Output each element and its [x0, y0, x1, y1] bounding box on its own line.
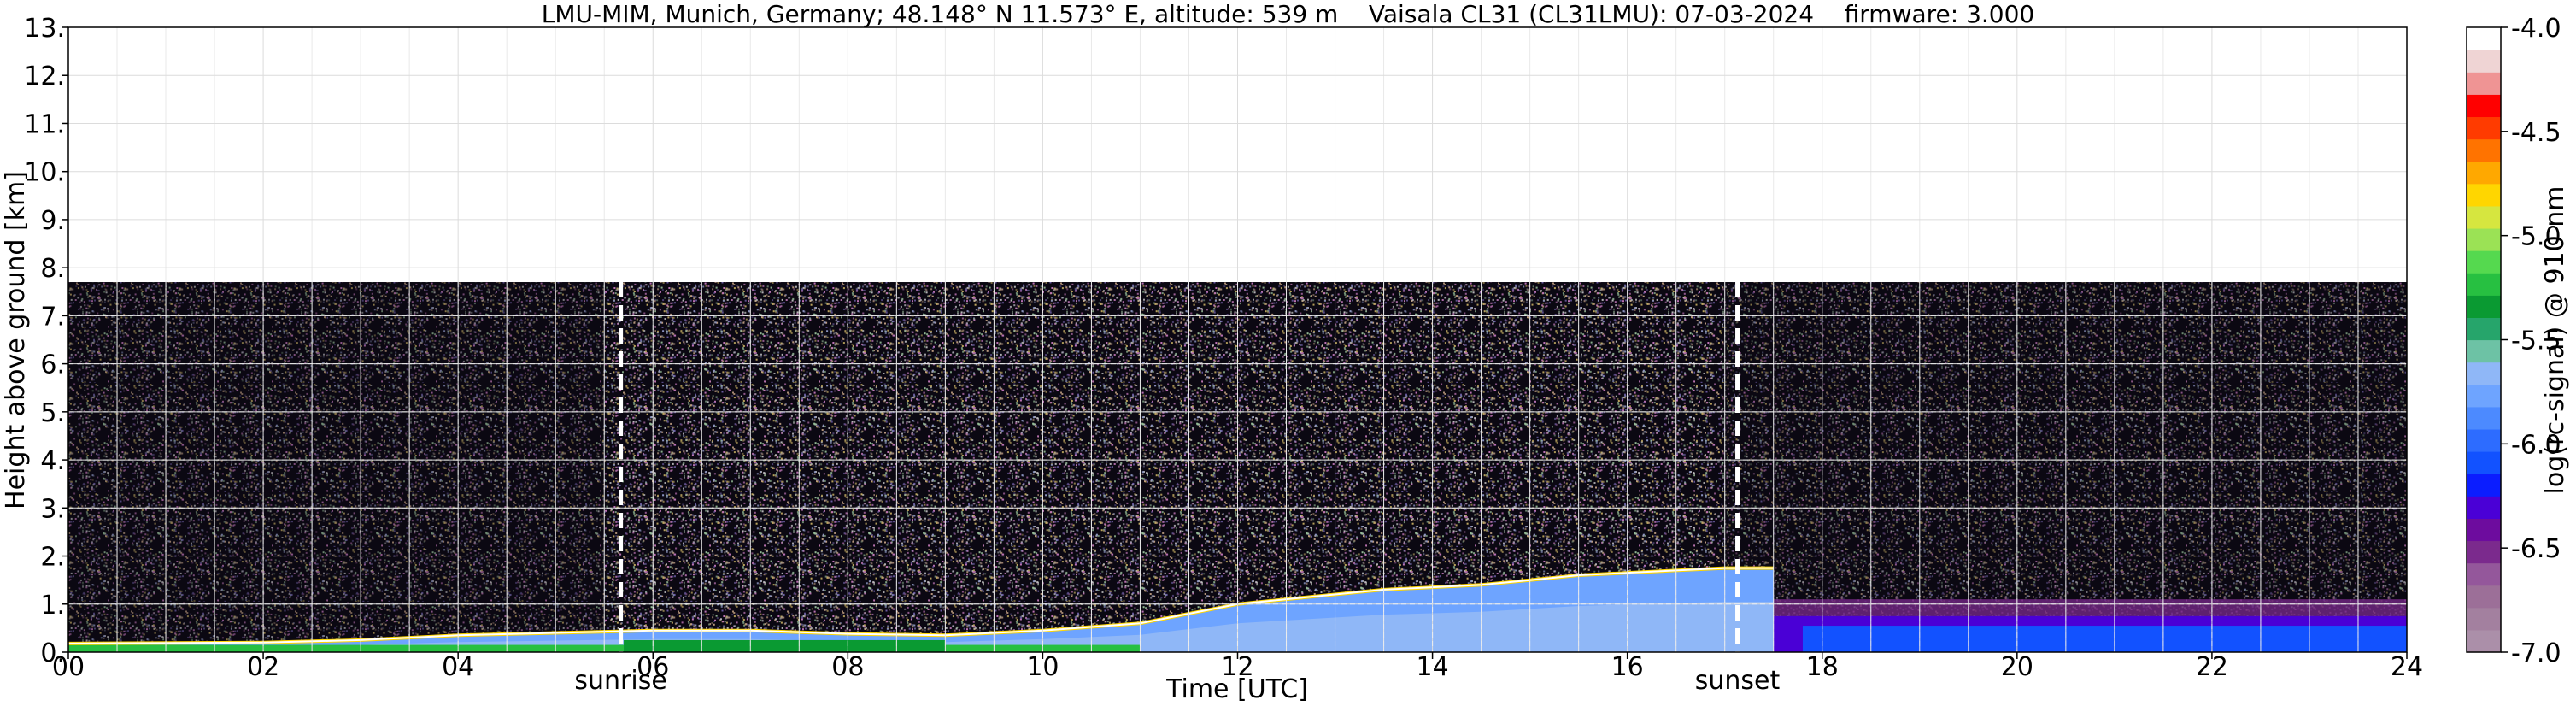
colorbar-segment [2467, 183, 2501, 207]
colorbar-tick-label: -4.0 [2511, 14, 2561, 44]
colorbar-segment [2467, 227, 2501, 251]
y-tick-label: 13. [24, 14, 65, 44]
y-tick-label: 0. [40, 638, 65, 668]
x-tick-label: 08 [831, 652, 864, 682]
sun-markers: sunrise sunset [574, 282, 1781, 696]
y-tick-label: 8. [40, 254, 65, 284]
y-tick-label: 12. [24, 62, 65, 91]
colorbar-segment [2467, 518, 2501, 542]
y-axis-label: Height above ground [km] [1, 171, 31, 509]
x-tick-label: 16 [1611, 652, 1644, 682]
colorbar-segment [2467, 384, 2501, 408]
y-tick-label: 11. [24, 109, 65, 139]
colorbar-segment [2467, 50, 2501, 73]
colorbar-segment [2467, 27, 2501, 50]
sun-marker-label: sunrise [574, 666, 666, 696]
y-tick-label: 9. [40, 206, 65, 236]
colorbar-segment [2467, 607, 2501, 631]
x-axis-label: Time [UTC] [1165, 674, 1308, 704]
x-tick-label: 06 [637, 652, 669, 682]
sun-marker-label: sunset [1695, 666, 1781, 696]
colorbar-segment [2467, 295, 2501, 318]
x-tick-label: 02 [247, 652, 279, 682]
colorbar-tick-label: -7.0 [2511, 638, 2561, 668]
colorbar-tick-label: -6.0 [2511, 430, 2561, 460]
colorbar-segment [2467, 496, 2501, 519]
colorbar-segment [2467, 250, 2501, 274]
mixing-layer-core [68, 602, 1774, 652]
y-tick-label: 10. [24, 158, 65, 188]
evening-dense-layer [1802, 626, 2407, 652]
colorbar-tick-label: -4.5 [2511, 118, 2561, 148]
colorbar-segment [2467, 116, 2501, 140]
x-axis: 00 02 04 06 08 10 12 14 16 18 20 22 24 [52, 652, 2423, 682]
y-tick-label: 3. [40, 494, 65, 524]
y-tick-label: 1. [40, 591, 65, 621]
colorbar-segment [2467, 451, 2501, 474]
colorbar-label: log(rc-signal) @ 910 nm [2540, 186, 2570, 495]
x-tick-label: 04 [442, 652, 474, 682]
x-tick-label: 14 [1416, 652, 1448, 682]
colorbar-segment [2467, 474, 2501, 497]
surface-layer-dense [624, 639, 946, 652]
y-tick-label: 2. [40, 543, 65, 573]
colorbar-segment [2467, 138, 2501, 162]
grid [68, 27, 2407, 652]
colorbar-segment [2467, 205, 2501, 229]
y-tick-label: 4. [40, 446, 65, 476]
y-axis: 0. 1. 2. 3. 4. 5. 6. 7. 8. 9. 10. 11. 12. 13. [24, 14, 68, 668]
colorbar-segment [2467, 72, 2501, 95]
colorbar-tick-label: -5.5 [2511, 327, 2561, 356]
colorbar-segment [2467, 273, 2501, 296]
y-tick-label: 6. [40, 350, 65, 380]
x-tick-label: 24 [2391, 652, 2423, 682]
x-tick-label: 00 [52, 652, 85, 682]
colorbar-segment [2467, 629, 2501, 653]
colorbar-tick-label: -6.5 [2511, 534, 2561, 564]
y-tick-label: 5. [40, 398, 65, 428]
x-tick-label: 18 [1806, 652, 1839, 682]
colorbar-tick-label: -5.0 [2511, 222, 2561, 252]
colorbar-segment [2467, 540, 2501, 564]
colorbar-segment [2467, 406, 2501, 430]
colorbar: -4.0 -4.5 -5.0 -5.5 -6.0 -6.5 -7.0 [2466, 14, 2561, 668]
chart-title: LMU-MIM, Munich, Germany; 48.148° N 11.5… [541, 0, 2035, 28]
colorbar-segment [2467, 161, 2501, 185]
colorbar-segment [2467, 339, 2501, 363]
x-tick-label: 12 [1221, 652, 1253, 682]
colorbar-segment [2467, 428, 2501, 452]
x-tick-label: 20 [2001, 652, 2033, 682]
colorbar-segment [2467, 317, 2501, 341]
colorbar-segment [2467, 362, 2501, 385]
y-tick-label: 7. [40, 302, 65, 332]
colorbar-segment [2467, 94, 2501, 118]
colorbar-segment [2467, 562, 2501, 586]
colorbar-segment [2467, 585, 2501, 609]
layer-top-highlight [67, 567, 1774, 644]
x-tick-label: 22 [2196, 652, 2228, 682]
x-tick-label: 10 [1026, 652, 1059, 682]
